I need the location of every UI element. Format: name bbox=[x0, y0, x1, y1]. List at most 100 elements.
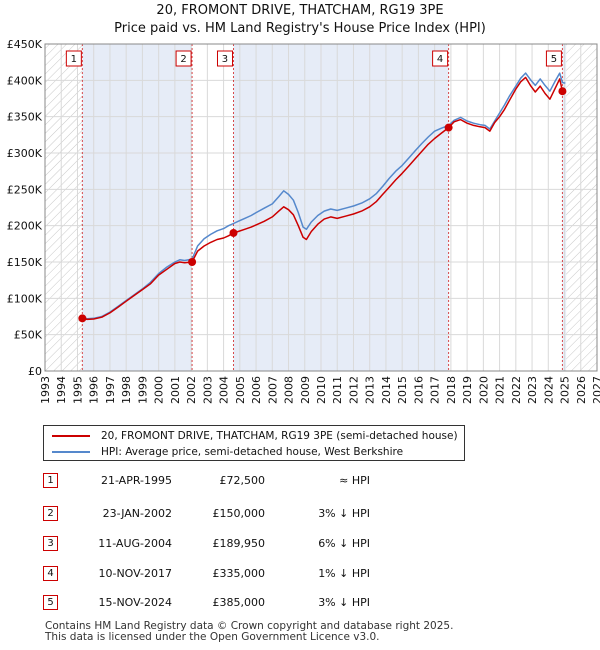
sale-point bbox=[558, 87, 567, 96]
sale-point bbox=[444, 123, 453, 132]
x-tick-label: 1993 bbox=[39, 376, 52, 404]
x-tick-label: 2012 bbox=[347, 376, 360, 404]
x-tick-label: 2011 bbox=[331, 376, 344, 404]
x-tick-label: 2002 bbox=[185, 376, 198, 404]
plot-frame bbox=[44, 43, 598, 372]
chart-subtitle: Price paid vs. HM Land Registry's House … bbox=[114, 21, 486, 36]
chart-title: 20, FROMONT DRIVE, THATCHAM, RG19 3PE bbox=[156, 3, 444, 18]
sale-date: 23-JAN-2002 bbox=[102, 507, 172, 520]
x-tick-label: 2027 bbox=[591, 376, 600, 404]
x-tick-label: 2020 bbox=[477, 376, 490, 404]
sale-label-box bbox=[432, 50, 449, 67]
footer-line-copyright: Contains HM Land Registry data © Crown c… bbox=[45, 620, 454, 632]
x-tick-label: 1999 bbox=[136, 376, 149, 404]
x-tick-label: 1997 bbox=[104, 376, 117, 404]
x-tick-label: 2013 bbox=[364, 376, 377, 404]
x-tick-label: 2014 bbox=[380, 376, 393, 404]
x-tick-label: 2008 bbox=[283, 376, 296, 404]
series-line-hpi bbox=[82, 72, 566, 320]
x-tick-label: 2010 bbox=[315, 376, 328, 404]
x-tick-label: 2007 bbox=[266, 376, 279, 404]
sale-date: 10-NOV-2017 bbox=[98, 567, 172, 580]
x-tick-label: 2022 bbox=[510, 376, 523, 404]
y-tick-label: £200K bbox=[7, 220, 43, 233]
sale-label-box bbox=[175, 50, 192, 67]
sale-price: £150,000 bbox=[212, 507, 266, 520]
x-tick-label: 2000 bbox=[153, 376, 166, 404]
y-tick-label: £300K bbox=[7, 147, 43, 160]
sale-hpi-comparison: 1% ↓ HPI bbox=[318, 567, 370, 580]
price-chart: 1 2 3 4 5 £0 £50K £100K £150K £200K £250K £300K £350… bbox=[7, 38, 600, 404]
y-tick-label: £350K bbox=[7, 111, 43, 124]
x-tick-label: 2003 bbox=[201, 376, 214, 404]
x-tick-label: 2016 bbox=[412, 376, 425, 404]
x-tick-label: 2019 bbox=[461, 376, 474, 404]
x-tick-label: 2001 bbox=[169, 376, 182, 404]
x-tick-label: 2023 bbox=[526, 376, 539, 404]
sale-label-number: 4 bbox=[437, 54, 443, 65]
shaded-period bbox=[233, 44, 449, 371]
legend-label-hpi: HPI: Average price, semi-detached house,… bbox=[101, 446, 404, 458]
x-tick-label: 2024 bbox=[542, 376, 555, 404]
legend-label-property: 20, FROMONT DRIVE, THATCHAM, RG19 3PE (s… bbox=[101, 430, 458, 442]
table-row: 2 23-JAN-2002 £150,000 3% ↓ HPI bbox=[0, 505, 600, 523]
legend: 20, FROMONT DRIVE, THATCHAM, RG19 3PE (s… bbox=[43, 425, 465, 461]
y-tick-label: £250K bbox=[7, 183, 43, 196]
x-tick-label: 2015 bbox=[396, 376, 409, 404]
sale-label-number: 3 bbox=[222, 54, 228, 65]
table-row: 4 10-NOV-2017 £335,000 1% ↓ HPI bbox=[0, 565, 600, 583]
sale-date: 11-AUG-2004 bbox=[98, 537, 172, 550]
sale-point bbox=[78, 314, 87, 323]
footer-attribution: Contains HM Land Registry data © Crown c… bbox=[45, 621, 453, 643]
x-tick-label: 2005 bbox=[234, 376, 247, 404]
sale-label-box bbox=[65, 50, 82, 67]
y-tick-label: £0 bbox=[28, 365, 42, 378]
y-tick-label: £50K bbox=[14, 329, 43, 342]
sale-number-badge: 2 bbox=[43, 506, 58, 521]
table-row: 3 11-AUG-2004 £189,950 6% ↓ HPI bbox=[0, 535, 600, 553]
x-tick-label: 1994 bbox=[55, 376, 68, 404]
x-tick-label: 2025 bbox=[559, 376, 572, 404]
sale-number-badge: 3 bbox=[43, 536, 58, 551]
x-tick-label: 1998 bbox=[120, 376, 133, 404]
x-tick-label: 2004 bbox=[218, 376, 231, 404]
sale-hpi-comparison: 6% ↓ HPI bbox=[318, 537, 370, 550]
x-tick-label: 2018 bbox=[445, 376, 458, 404]
sale-point bbox=[188, 258, 197, 266]
y-tick-label: £450K bbox=[7, 38, 43, 51]
table-row: 1 21-APR-1995 £72,500 ≈ HPI bbox=[0, 472, 600, 490]
sale-label-number: 2 bbox=[180, 54, 186, 65]
x-tick-label: 2017 bbox=[429, 376, 442, 404]
sale-hpi-comparison: 3% ↓ HPI bbox=[318, 596, 370, 609]
sale-number-badge: 4 bbox=[43, 566, 58, 581]
sale-price: £335,000 bbox=[212, 567, 266, 580]
sale-label-number: 5 bbox=[551, 54, 557, 65]
x-tick-label: 2009 bbox=[299, 376, 312, 404]
x-tick-label: 1996 bbox=[88, 376, 101, 404]
hatched-period bbox=[566, 44, 597, 371]
sale-date: 21-APR-1995 bbox=[100, 474, 172, 487]
x-tick-label: 2006 bbox=[250, 376, 263, 404]
sale-label-box bbox=[216, 50, 233, 67]
table-row: 5 15-NOV-2024 £385,000 3% ↓ HPI bbox=[0, 594, 600, 612]
sale-price: £72,500 bbox=[219, 474, 266, 487]
x-tick-label: 2021 bbox=[494, 376, 507, 404]
sale-number-badge: 5 bbox=[43, 595, 58, 610]
shaded-period bbox=[82, 44, 193, 371]
legend-swatch-property bbox=[52, 435, 90, 437]
x-tick-label: 1995 bbox=[71, 376, 84, 404]
y-tick-label: £150K bbox=[7, 256, 43, 269]
sale-label-box bbox=[545, 50, 562, 67]
hatched-period bbox=[45, 44, 83, 371]
sale-label-number: 1 bbox=[71, 54, 77, 65]
sale-point bbox=[229, 228, 238, 237]
sale-number-badge: 1 bbox=[43, 473, 58, 488]
sale-hpi-comparison: 3% ↓ HPI bbox=[318, 507, 370, 520]
y-tick-label: £100K bbox=[7, 292, 43, 305]
legend-swatch-hpi bbox=[52, 451, 90, 453]
sale-hpi-comparison: ≈ HPI bbox=[339, 474, 370, 487]
x-tick-label: 2026 bbox=[575, 376, 588, 404]
series-line-property bbox=[82, 76, 566, 321]
sale-date: 15-NOV-2024 bbox=[98, 596, 172, 609]
sale-price: £385,000 bbox=[212, 596, 266, 609]
